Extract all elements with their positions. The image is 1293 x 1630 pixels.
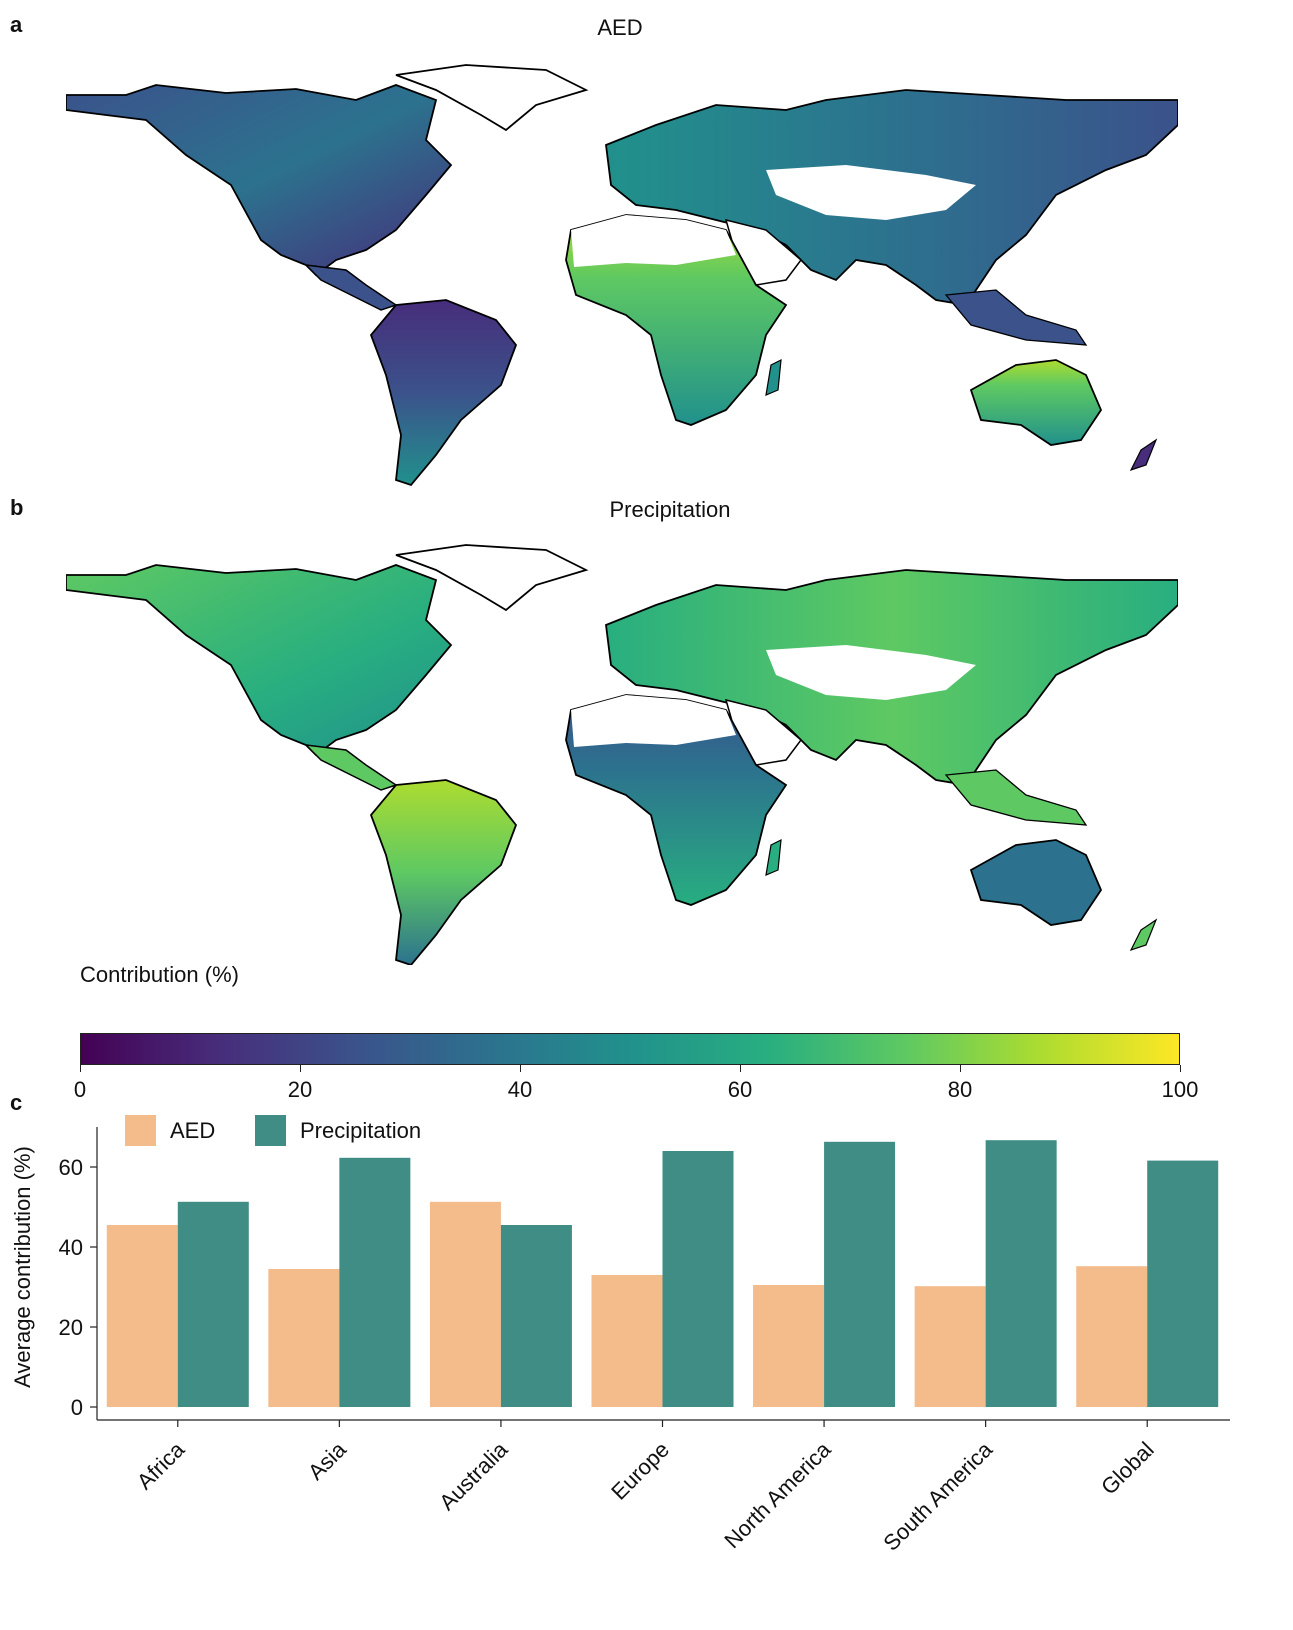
y-tick-label: 40 [59,1235,83,1260]
colorbar-tick-label: 0 [73,1077,87,1102]
colorbar [80,1033,1180,1065]
map-greenland [395,64,589,132]
y-tick-label: 0 [71,1395,83,1420]
colorbar-tick [1180,1065,1181,1072]
bar-precipitation [1147,1160,1219,1407]
map-north-america [66,564,453,757]
colorbar-tick [520,1065,521,1072]
bar-precipitation [177,1201,249,1407]
map-sahara [571,215,736,267]
panel-a-letter: a [10,12,23,37]
legend-label: AED [170,1118,215,1143]
x-tick-label: Australia [434,1436,513,1515]
x-tick-label: Global [1096,1437,1159,1500]
colorbar-tick [300,1065,301,1072]
colorbar-tick [960,1065,961,1072]
colorbar-ticks: 0 20 40 60 80 100 [74,1065,1198,1105]
colorbar-tick-label: 40 [507,1077,533,1102]
colorbar-tick [80,1065,81,1072]
map-central-america [303,743,398,791]
bar-aed [429,1201,501,1407]
bar-aed [106,1225,178,1407]
colorbar-tick-label: 20 [287,1077,313,1102]
x-tick-label: Africa [132,1436,190,1494]
x-tick-label: South America [878,1436,997,1555]
map-madagascar [765,838,782,876]
colorbar-tick-label: 80 [947,1077,973,1102]
map-south-america [369,299,518,487]
legend-swatch [125,1115,156,1146]
bar-precipitation [500,1225,572,1407]
x-tick-label: Europe [606,1437,674,1505]
map-north-america [66,84,453,277]
bar-aed [914,1286,986,1407]
map-new-zealand [1129,918,1158,952]
bar-chart: 0 20 40 60 Average contribution (%) Africa Asi… [10,1115,1230,1556]
x-tick-label: Asia [303,1436,351,1484]
bar-precipitation [824,1141,896,1407]
map-asia-desert [766,165,976,220]
map-new-zealand [1129,438,1158,472]
bar-aed [1076,1266,1148,1407]
map-a-title: AED [597,15,643,40]
colorbar-tick [740,1065,741,1072]
map-south-america [369,779,518,965]
bar-aed [591,1275,663,1407]
map-asia-desert [766,645,976,700]
map-se-asia [944,289,1088,346]
aed-map-svg [66,64,1178,487]
map-greenland [395,544,589,612]
x-tick-label: North America [719,1436,836,1553]
map-madagascar [765,358,782,396]
panel-b-letter: b [10,495,24,520]
y-axis-label: Average contribution (%) [10,1146,35,1388]
map-australia [969,359,1103,446]
aed-map [66,45,1178,490]
legend-label: Precipitation [300,1118,421,1143]
y-tick-label: 20 [59,1315,83,1340]
precipitation-map [66,525,1178,965]
colorbar-label: Contribution (%) [80,962,239,987]
colorbar-tick-label: 100 [1161,1077,1199,1102]
colorbar-tick-label: 60 [727,1077,753,1102]
bar-aed [268,1269,340,1407]
map-central-america [303,263,398,311]
legend-swatch [255,1115,286,1146]
map-sahara [571,695,736,747]
bar-aed [753,1285,825,1407]
panel-c-letter: c [10,1090,23,1115]
map-australia [969,839,1103,926]
precipitation-map-svg [66,544,1178,965]
map-b-title: Precipitation [609,497,731,522]
bar-precipitation [985,1140,1057,1407]
bar-precipitation [662,1151,734,1407]
bar-precipitation [339,1157,411,1407]
y-tick-label: 60 [59,1155,83,1180]
map-se-asia [944,769,1088,826]
